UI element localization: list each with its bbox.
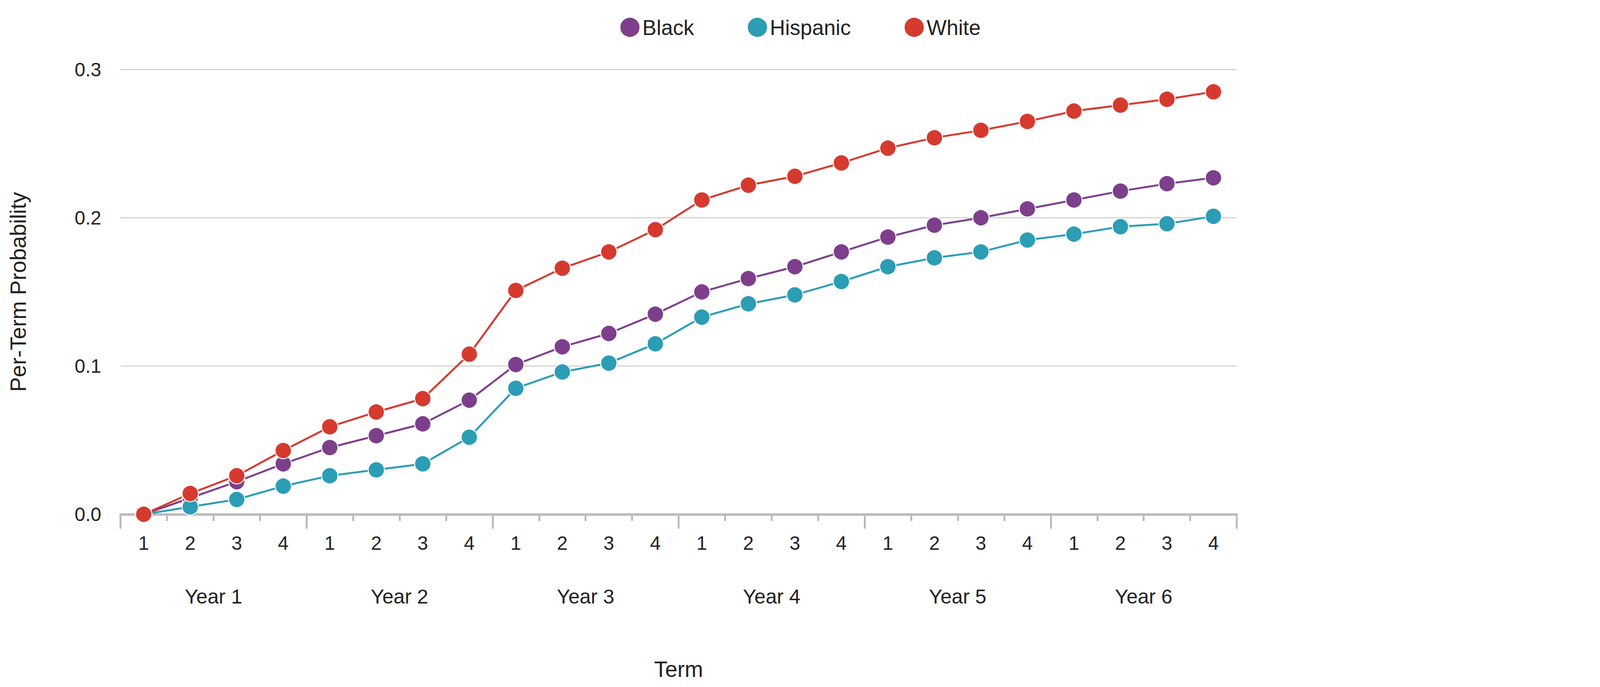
svg-text:0.0: 0.0: [74, 503, 102, 526]
svg-text:1: 1: [138, 532, 149, 554]
svg-text:2: 2: [557, 532, 568, 554]
svg-text:4: 4: [1022, 532, 1033, 554]
svg-text:3: 3: [975, 532, 987, 554]
svg-text:4: 4: [1207, 532, 1219, 554]
svg-text:3: 3: [417, 532, 429, 554]
svg-text:2: 2: [929, 532, 940, 554]
svg-text:0.2: 0.2: [74, 207, 102, 229]
svg-text:3: 3: [603, 532, 615, 554]
svg-text:0.3: 0.3: [74, 59, 102, 81]
svg-text:3: 3: [231, 532, 242, 554]
svg-text:Year 1: Year 1: [184, 585, 243, 609]
svg-text:1: 1: [510, 532, 522, 554]
svg-text:2: 2: [1115, 532, 1126, 554]
svg-text:0.1: 0.1: [74, 355, 102, 377]
svg-text:1: 1: [882, 532, 894, 554]
svg-text:4: 4: [649, 532, 661, 554]
svg-text:Per-Term Probability: Per-Term Probability: [5, 191, 31, 393]
svg-text:Year 2: Year 2: [370, 585, 429, 609]
svg-text:4: 4: [464, 532, 475, 554]
svg-text:Year 6: Year 6: [1114, 585, 1173, 609]
svg-text:1: 1: [696, 532, 707, 554]
svg-text:Term: Term: [654, 656, 704, 682]
svg-text:3: 3: [789, 532, 800, 554]
svg-text:1: 1: [1068, 532, 1080, 554]
svg-text:White: White: [926, 15, 981, 40]
svg-text:4: 4: [277, 532, 289, 554]
svg-text:2: 2: [742, 532, 754, 554]
svg-text:Year 5: Year 5: [929, 585, 987, 609]
svg-text:Black: Black: [642, 15, 695, 40]
svg-text:2: 2: [370, 532, 382, 554]
svg-text:Year 3: Year 3: [556, 585, 615, 609]
svg-text:Year 4: Year 4: [742, 585, 801, 609]
svg-text:4: 4: [835, 532, 847, 554]
svg-text:Hispanic: Hispanic: [769, 15, 851, 40]
svg-text:1: 1: [324, 532, 335, 554]
svg-text:2: 2: [184, 532, 196, 554]
svg-text:3: 3: [1161, 532, 1173, 554]
